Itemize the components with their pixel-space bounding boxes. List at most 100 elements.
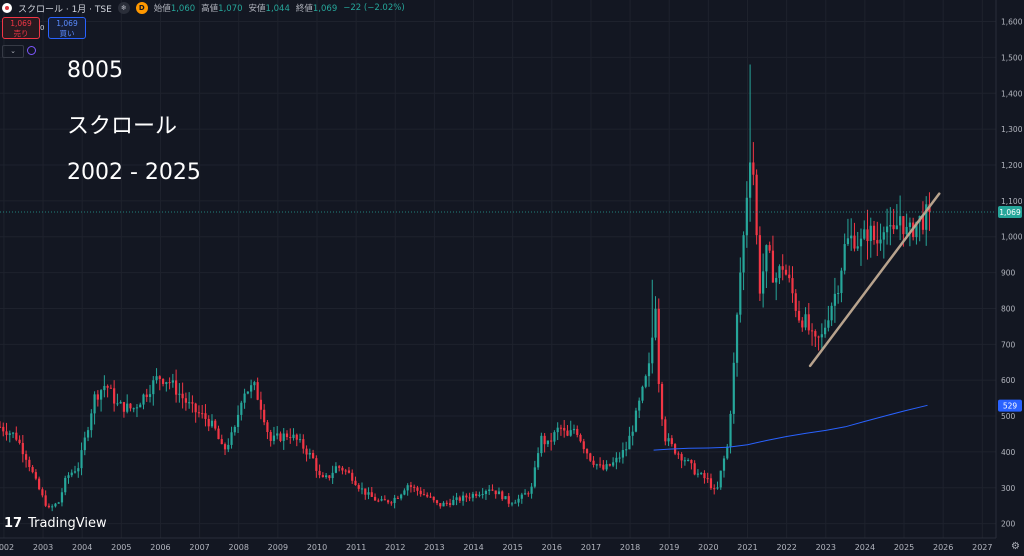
candle-body bbox=[771, 250, 775, 283]
candle-body bbox=[775, 277, 778, 283]
candle-body bbox=[403, 490, 406, 495]
y-tick-label: 300 bbox=[1001, 484, 1016, 493]
candle-body bbox=[572, 428, 576, 431]
candle-body bbox=[579, 434, 582, 442]
dividend-badge[interactable]: D bbox=[135, 2, 148, 14]
tradingview-logo[interactable]: 17 TradingView bbox=[4, 516, 107, 531]
snowflake-icon[interactable]: ❄ bbox=[117, 2, 130, 14]
ohlc-close: 終値1,069 bbox=[295, 4, 338, 14]
candle-body bbox=[827, 320, 830, 328]
candle-body bbox=[230, 432, 233, 445]
candle-body bbox=[546, 440, 549, 445]
candle-body bbox=[2, 426, 5, 432]
buy-price: 1,069 bbox=[56, 19, 78, 28]
candle-body bbox=[497, 491, 501, 495]
candle-body bbox=[390, 502, 393, 504]
x-tick-label: 2017 bbox=[581, 543, 601, 552]
candle-body bbox=[631, 431, 634, 436]
y-tick-label: 1,500 bbox=[1001, 53, 1023, 62]
buy-label: 買い bbox=[59, 28, 75, 38]
x-tick-label: 2026 bbox=[933, 543, 953, 552]
candle-body bbox=[448, 503, 452, 505]
candle-body bbox=[478, 494, 481, 496]
candle-body bbox=[589, 453, 592, 461]
candle-body bbox=[246, 391, 249, 394]
symbol-title[interactable]: スクロール · 1月 · TSE bbox=[18, 4, 112, 15]
candle-body bbox=[422, 494, 426, 496]
note-period: 2002 - 2025 bbox=[67, 160, 201, 185]
candle-body bbox=[377, 500, 380, 502]
indicator-circle-icon[interactable] bbox=[27, 46, 36, 55]
candle-body bbox=[523, 493, 527, 495]
candle-body bbox=[680, 454, 683, 461]
candle-body bbox=[625, 449, 628, 451]
candle-body bbox=[693, 463, 696, 475]
candle-body bbox=[726, 446, 729, 459]
candle-body bbox=[885, 226, 889, 233]
candle-body bbox=[100, 390, 103, 400]
y-tick-label: 1,100 bbox=[1001, 197, 1023, 206]
candle-body bbox=[462, 495, 465, 501]
candle-body bbox=[289, 437, 292, 439]
candle-body bbox=[837, 293, 840, 295]
candle-body bbox=[223, 444, 227, 450]
candle-body bbox=[840, 270, 843, 294]
candle-body bbox=[44, 495, 47, 506]
candle-body bbox=[442, 502, 445, 507]
x-tick-label: 2019 bbox=[659, 543, 679, 552]
candle-body bbox=[556, 427, 559, 433]
candle-body bbox=[915, 221, 918, 238]
candle-body bbox=[373, 496, 377, 501]
buy-button[interactable]: 1,069 買い bbox=[48, 17, 86, 39]
candle-body bbox=[585, 449, 589, 454]
candle-body bbox=[413, 486, 416, 488]
settings-gear-icon[interactable]: ⚙ bbox=[1011, 541, 1020, 552]
candle-body bbox=[641, 386, 644, 401]
candle-body bbox=[400, 494, 403, 499]
candle-body bbox=[859, 238, 863, 247]
candle-body bbox=[537, 453, 540, 468]
candle-body bbox=[129, 403, 132, 409]
candle-body bbox=[553, 432, 556, 442]
x-tick-label: 2006 bbox=[150, 543, 170, 552]
candle-body bbox=[719, 470, 722, 488]
candle-body bbox=[905, 226, 908, 235]
candle-body bbox=[263, 409, 266, 423]
x-tick-label: 2022 bbox=[776, 543, 796, 552]
candle-body bbox=[794, 293, 797, 311]
candle-body bbox=[308, 452, 311, 455]
candle-body bbox=[331, 472, 334, 479]
candle-body bbox=[722, 458, 726, 471]
x-tick-label: 2004 bbox=[72, 543, 92, 552]
candle-body bbox=[426, 494, 429, 497]
candle-body bbox=[360, 488, 364, 490]
candle-body bbox=[452, 499, 455, 505]
candle-body bbox=[181, 393, 184, 399]
candle-body bbox=[925, 204, 928, 230]
candle-body bbox=[445, 502, 448, 504]
candle-body bbox=[879, 239, 882, 244]
candle-body bbox=[618, 457, 621, 459]
candle-body bbox=[598, 464, 602, 466]
candle-body bbox=[902, 216, 905, 235]
collapse-chevron-icon[interactable]: ⌄ bbox=[2, 45, 24, 58]
y-tick-label: 200 bbox=[1001, 520, 1016, 529]
candle-body bbox=[57, 502, 60, 504]
candle-body bbox=[605, 464, 608, 470]
candle-body bbox=[227, 444, 230, 450]
y-tick-label: 1,600 bbox=[1001, 18, 1023, 27]
candle-body bbox=[820, 334, 823, 338]
candle-body bbox=[386, 500, 390, 503]
y-tick-label: 600 bbox=[1001, 376, 1016, 385]
sell-button[interactable]: 1,069 売り bbox=[2, 17, 40, 39]
candle-body bbox=[791, 278, 794, 294]
ma-value-label: 529 bbox=[1003, 402, 1018, 411]
candle-body bbox=[253, 382, 256, 386]
candle-body bbox=[18, 439, 21, 443]
x-tick-label: 2010 bbox=[307, 543, 327, 552]
candle-body bbox=[846, 238, 850, 245]
x-tick-label: 2013 bbox=[424, 543, 444, 552]
candle-body bbox=[272, 435, 276, 441]
candle-body bbox=[732, 362, 735, 414]
